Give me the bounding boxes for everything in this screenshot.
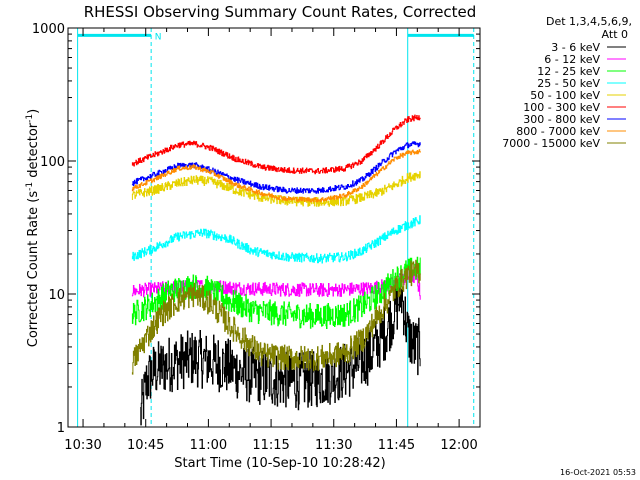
- annotation-0: N: [155, 32, 162, 42]
- x-axis-label: Start Time (10-Sep-10 10:28:42): [174, 456, 385, 471]
- plot-clip-group: N: [77, 28, 475, 427]
- legend-label-5: 100 - 300 keV: [523, 101, 600, 114]
- series-line-7: [131, 149, 421, 203]
- series-line-3: [131, 215, 421, 264]
- legend-label-4: 50 - 100 keV: [530, 89, 600, 102]
- chart-title: RHESSI Observing Summary Count Rates, Co…: [84, 3, 477, 21]
- series-line-5: [131, 114, 421, 175]
- y-tick-label-0: 1: [57, 421, 65, 436]
- x-tick-label-2: 11:00: [190, 438, 227, 453]
- generated-timestamp: 16-Oct-2021 05:53: [560, 468, 636, 477]
- legend-label-3: 25 - 50 keV: [537, 77, 600, 90]
- x-axis: 10:30 10:45 11:00 11:15 11:30 11:45 12:00: [64, 28, 478, 453]
- x-tick-label-3: 11:15: [252, 438, 289, 453]
- y-axis: 1 10 100 1000: [32, 22, 480, 436]
- y-axis-label-sup1: -1: [25, 182, 35, 191]
- series-line-8: [131, 259, 421, 375]
- x-tick-label-5: 11:45: [378, 438, 415, 453]
- y-axis-label-sup2: -1: [25, 114, 35, 123]
- series-line-6: [131, 141, 421, 194]
- series-line-0: [140, 273, 421, 426]
- x-tick-label-6: 12:00: [440, 438, 477, 453]
- legend-label-8: 7000 - 15000 keV: [502, 137, 600, 150]
- legend-label-0: 3 - 6 keV: [551, 41, 600, 54]
- plot-frame: [67, 27, 481, 428]
- x-tick-label-0: 10:30: [64, 438, 101, 453]
- plot-area: N: [77, 28, 475, 427]
- y-axis-label-prefix: Corrected Count Rate (s: [26, 191, 41, 348]
- y-tick-label-1: 10: [48, 288, 65, 303]
- legend-label-7: 800 - 7000 keV: [516, 125, 600, 138]
- y-axis-label: Corrected Count Rate (s-1 detector-1): [25, 109, 41, 347]
- legend-label-1: 6 - 12 keV: [544, 53, 600, 66]
- x-tick-label-4: 11:30: [315, 438, 352, 453]
- x-tick-label-1: 10:45: [127, 438, 164, 453]
- legend-header-line1: Det 1,3,4,5,6,9,: [546, 15, 632, 28]
- y-tick-label-3: 1000: [32, 22, 65, 37]
- y-axis-label-mid: detector: [26, 122, 41, 182]
- legend-label-2: 12 - 25 keV: [537, 65, 600, 78]
- y-tick-label-2: 100: [40, 155, 65, 170]
- legend-label-6: 300 - 800 keV: [523, 113, 600, 126]
- y-axis-label-suffix: ): [26, 109, 41, 114]
- legend-header-line2: Att 0: [602, 28, 628, 41]
